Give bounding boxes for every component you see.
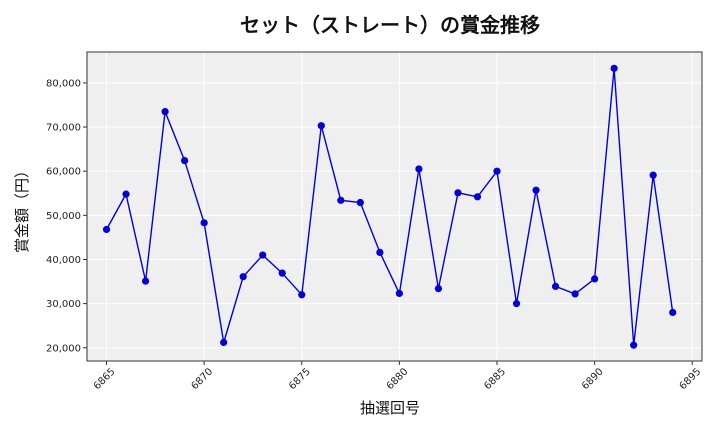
y-tick-label: 20,000: [46, 343, 81, 354]
x-tick-label: 6875: [287, 366, 313, 392]
y-tick-label: 30,000: [46, 299, 81, 310]
data-point: [278, 269, 286, 277]
data-point: [220, 338, 228, 347]
y-tick-label: 70,000: [46, 123, 81, 134]
data-point: [239, 273, 247, 281]
data-point: [161, 107, 169, 116]
plot-frame: [86, 51, 703, 362]
data-point: [356, 198, 364, 207]
x-tick-label: 6890: [580, 366, 606, 392]
data-point: [591, 275, 599, 283]
data-point: [122, 190, 130, 198]
y-tick-label: 60,000: [46, 167, 81, 178]
y-axis-label: 賞金額（円）: [13, 163, 31, 253]
data-point: [337, 196, 345, 204]
y-tick-label: 80,000: [46, 78, 81, 89]
x-tick-label: 6865: [92, 366, 118, 392]
y-axis-ticks: 20,000 30,000 40,000 50,000 60,000 70,000 80,0…: [46, 78, 87, 354]
data-point: [649, 171, 657, 179]
data-point: [141, 277, 150, 285]
chart-title: セット（ストレート）の賞金推移: [240, 13, 540, 37]
data-point: [298, 291, 306, 299]
y-tick-label: 50,000: [46, 211, 81, 222]
data-point: [259, 251, 267, 259]
data-point: [630, 341, 638, 349]
data-point: [317, 122, 325, 130]
data-points: [102, 64, 677, 349]
x-tick-label: 6895: [678, 366, 704, 392]
data-point: [551, 282, 560, 290]
x-tick-label: 6870: [189, 366, 215, 392]
data-point: [200, 219, 208, 227]
plot-area: [87, 52, 702, 361]
series-line: [105, 68, 674, 346]
data-point: [493, 167, 501, 175]
data-point: [454, 189, 462, 197]
data-point: [434, 285, 443, 293]
data-point: [532, 186, 540, 194]
data-point: [473, 193, 482, 201]
y-tick-label: 40,000: [46, 255, 81, 266]
x-axis-ticks: 6865 6870 6875 6880 6885 6890 6895: [92, 361, 703, 392]
data-point: [376, 248, 384, 257]
data-point: [415, 165, 423, 173]
x-tick-label: 6885: [482, 366, 508, 392]
grid-lines: [87, 52, 702, 361]
data-point: [395, 289, 403, 298]
data-point: [512, 300, 521, 308]
x-tick-label: 6880: [385, 366, 411, 392]
data-point: [610, 64, 618, 72]
data-point: [571, 290, 579, 298]
data-point: [181, 156, 189, 165]
data-point: [669, 308, 677, 317]
x-axis-label: 抽選回号: [360, 399, 420, 417]
axes: [86, 51, 703, 362]
data-point: [102, 225, 111, 234]
